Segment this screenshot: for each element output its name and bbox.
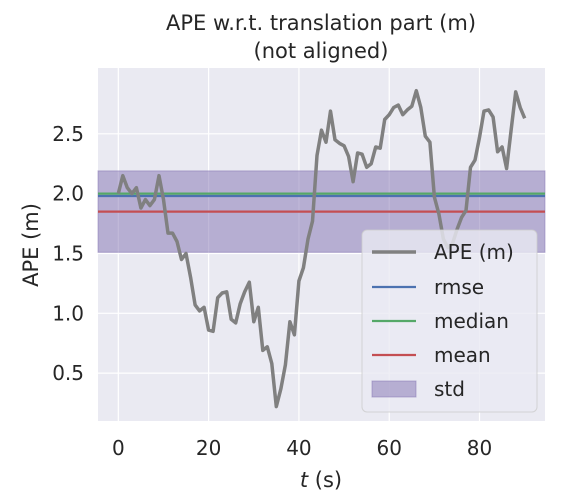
y-tick-label: 1.5 — [52, 241, 84, 265]
y-axis-ticks: 0.5 1.0 1.5 2.0 2.5 — [52, 122, 84, 385]
legend-label-median: median — [434, 309, 509, 333]
x-tick-label: 0 — [112, 436, 125, 460]
x-axis-ticks: 0 20 40 60 80 — [112, 436, 492, 460]
y-tick-label: 0.5 — [52, 361, 84, 385]
chart-subtitle: (not aligned) — [254, 39, 389, 63]
legend-label-rmse: rmse — [434, 275, 484, 299]
y-tick-label: 2.5 — [52, 122, 84, 146]
x-axis-label-unit: (s) — [308, 468, 342, 492]
legend: APE (m) rmse median mean std — [361, 229, 538, 413]
legend-swatch-std — [371, 380, 417, 398]
legend-box — [361, 229, 538, 413]
x-tick-label: 20 — [196, 436, 221, 460]
x-axis-label-var: t — [300, 468, 309, 492]
chart-title: APE w.r.t. translation part (m) — [166, 11, 476, 35]
y-tick-label: 1.0 — [52, 301, 84, 325]
x-tick-label: 60 — [377, 436, 402, 460]
legend-label-mean: mean — [434, 343, 491, 367]
x-tick-label: 80 — [467, 436, 492, 460]
legend-label-ape: APE (m) — [434, 240, 514, 264]
y-axis-label: APE (m) — [19, 203, 43, 287]
y-tick-label: 2.0 — [52, 182, 84, 206]
x-axis-label: t (s) — [300, 468, 342, 492]
x-tick-label: 40 — [286, 436, 311, 460]
legend-label-std: std — [434, 377, 465, 401]
